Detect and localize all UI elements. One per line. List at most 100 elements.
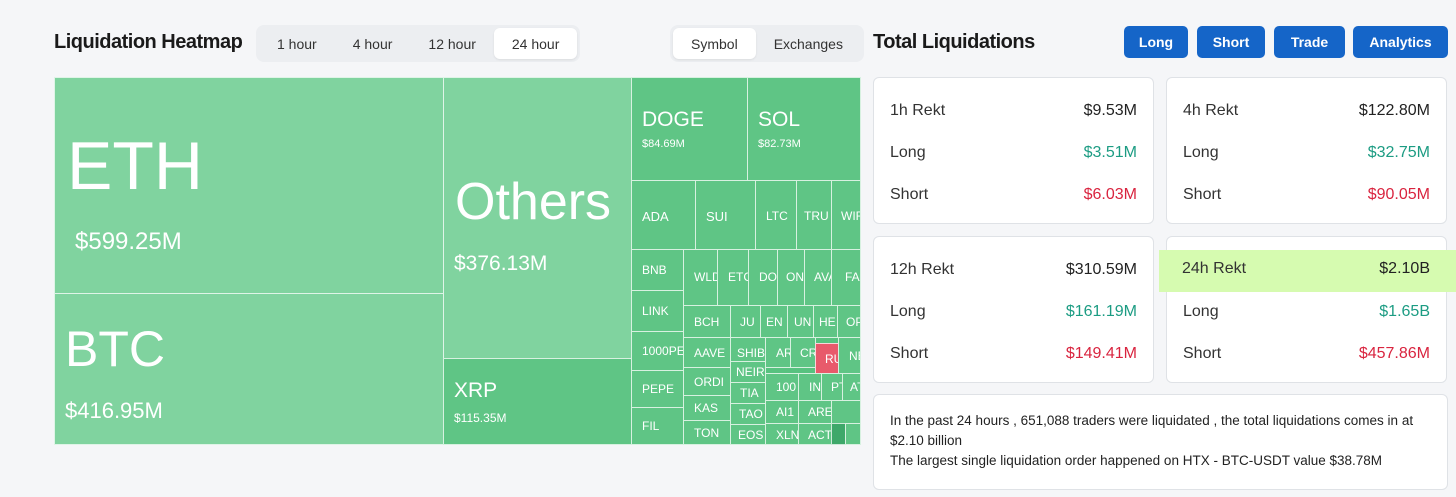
tile-en[interactable]: EN (760, 305, 788, 338)
summary-line-1: In the past 24 hours , 651,088 traders w… (890, 413, 1414, 448)
long-button[interactable]: Long (1124, 26, 1188, 58)
tile-he[interactable]: HE (813, 305, 838, 338)
liquidation-summary: In the past 24 hours , 651,088 traders w… (873, 394, 1448, 490)
tile-un[interactable]: UN (787, 305, 814, 338)
tile-wld[interactable]: WLD (683, 249, 718, 306)
tile-symbol: TAO (739, 407, 763, 421)
tile-ton[interactable]: TON (683, 420, 731, 445)
tile-in[interactable]: IN (798, 373, 822, 401)
tile-100[interactable]: 100 (765, 373, 799, 401)
tile-xln[interactable]: XLN (765, 423, 799, 445)
tile-neir[interactable]: NEIR (730, 361, 766, 383)
tile-symbol: ADA (642, 209, 669, 224)
tile-are[interactable]: ARE (798, 400, 832, 424)
tile-far[interactable]: FAR (831, 249, 861, 306)
tile-symbol: ETC (728, 270, 748, 284)
tile-symbol: NEIR (736, 365, 765, 379)
tile-ju[interactable]: JU (730, 305, 761, 338)
tile-symbol: SUI (706, 209, 728, 224)
tile-others[interactable]: Others $376.13M (443, 77, 632, 359)
short-label: Short (1183, 186, 1222, 203)
short-button[interactable]: Short (1197, 26, 1265, 58)
tile-wif[interactable]: WIF (831, 180, 861, 250)
tile-ru[interactable]: RU (815, 343, 839, 374)
tile-1000pe[interactable]: 1000PE (631, 331, 684, 371)
tile-kas[interactable]: KAS (683, 395, 731, 421)
card-long-row: Long $161.19M (890, 303, 1137, 321)
tile-symbol: TRU (804, 209, 829, 223)
tile-btc[interactable]: BTC $416.95M (54, 293, 444, 445)
tile-symbol: PT (831, 380, 842, 394)
tile-eos[interactable]: EOS (730, 424, 766, 445)
card-header-row-24h: 24h Rekt $2.10B (1182, 260, 1430, 278)
tile-symbol: PEPE (642, 382, 675, 396)
long-label: Long (1183, 303, 1219, 320)
tile-symbol: FIL (642, 419, 660, 433)
tile-symbol: BTC (65, 321, 165, 377)
time-range-selector: 1 hour 4 hour 12 hour 24 hour (256, 25, 581, 62)
tile-ltc[interactable]: LTC (755, 180, 797, 250)
tile-ava[interactable]: AVA (804, 249, 832, 306)
tile-at[interactable]: AT (842, 373, 861, 401)
tile-ada[interactable]: ADA (631, 180, 696, 250)
tile-aave[interactable]: AAVE (683, 337, 731, 368)
tile-ar[interactable]: AR (765, 337, 791, 368)
tile-symbol: BCH (694, 315, 720, 329)
tile-cr[interactable]: CR (790, 337, 816, 368)
view-option-symbol[interactable]: Symbol (673, 28, 756, 59)
tile-sol[interactable]: SOL $82.73M (747, 77, 861, 181)
analytics-button[interactable]: Analytics (1353, 26, 1448, 58)
tile-etc[interactable]: ETC (717, 249, 749, 306)
tile-doge[interactable]: DOGE $84.69M (631, 77, 748, 181)
tile-misc-3[interactable] (845, 423, 861, 445)
short-label: Short (1183, 345, 1222, 362)
time-option-24h[interactable]: 24 hour (493, 28, 578, 59)
rekt-card-1h: 1h Rekt $9.53M Long $3.51M Short $6.03M (873, 77, 1154, 224)
tile-symbol: TIA (740, 386, 759, 400)
long-label: Long (1183, 144, 1219, 161)
tile-tia[interactable]: TIA (730, 382, 766, 404)
tile-ordi[interactable]: ORDI (683, 367, 731, 396)
tile-symbol: AVA (814, 270, 831, 284)
tile-misc-1[interactable] (831, 400, 861, 424)
card-total: $122.80M (1358, 102, 1430, 119)
tile-op[interactable]: OP (837, 305, 861, 338)
rekt-card-12h: 12h Rekt $310.59M Long $161.19M Short $1… (873, 236, 1154, 383)
tile-symbol: ARE (808, 405, 832, 419)
tile-ai1[interactable]: AI1 (765, 400, 799, 424)
tile-bch[interactable]: BCH (683, 305, 731, 338)
tile-dot[interactable]: DOT (748, 249, 778, 306)
time-option-12h[interactable]: 12 hour (428, 35, 476, 52)
tile-tao[interactable]: TAO (730, 403, 766, 425)
tile-symbol: UN (794, 315, 812, 329)
tile-fil[interactable]: FIL (631, 407, 684, 445)
long-label: Long (890, 303, 926, 320)
tile-ne[interactable]: NE (838, 337, 861, 374)
card-header-row: 12h Rekt $310.59M (890, 261, 1137, 279)
tile-tru[interactable]: TRU (796, 180, 832, 250)
tile-on[interactable]: ON (777, 249, 805, 306)
tile-xrp[interactable]: XRP $115.35M (443, 358, 632, 445)
tile-symbol: SHIB (737, 346, 766, 360)
tile-act[interactable]: ACT (798, 423, 832, 445)
tile-eth[interactable]: ETH $599.25M (54, 77, 444, 294)
time-option-4h[interactable]: 4 hour (352, 35, 393, 52)
tile-link[interactable]: LINK (631, 290, 684, 332)
tile-pepe[interactable]: PEPE (631, 370, 684, 408)
tile-symbol: Others (455, 173, 612, 231)
tile-value: $416.95M (65, 398, 163, 423)
tile-symbol: ON (786, 270, 804, 284)
tile-value: $115.35M (454, 411, 507, 425)
short-label: Short (890, 345, 929, 362)
tile-sui[interactable]: SUI (695, 180, 756, 250)
tile-misc-2[interactable] (831, 423, 846, 445)
time-option-1h[interactable]: 1 hour (277, 35, 317, 52)
tile-symbol: RU (825, 352, 838, 366)
short-label: Short (890, 186, 929, 203)
card-long-row: Long $32.75M (1183, 144, 1430, 162)
view-option-exchanges[interactable]: Exchanges (773, 35, 843, 52)
tile-bnb[interactable]: BNB (631, 249, 684, 291)
card-total: $9.53M (1083, 102, 1137, 119)
trade-button[interactable]: Trade (1274, 26, 1345, 58)
tile-pt[interactable]: PT (821, 373, 843, 401)
